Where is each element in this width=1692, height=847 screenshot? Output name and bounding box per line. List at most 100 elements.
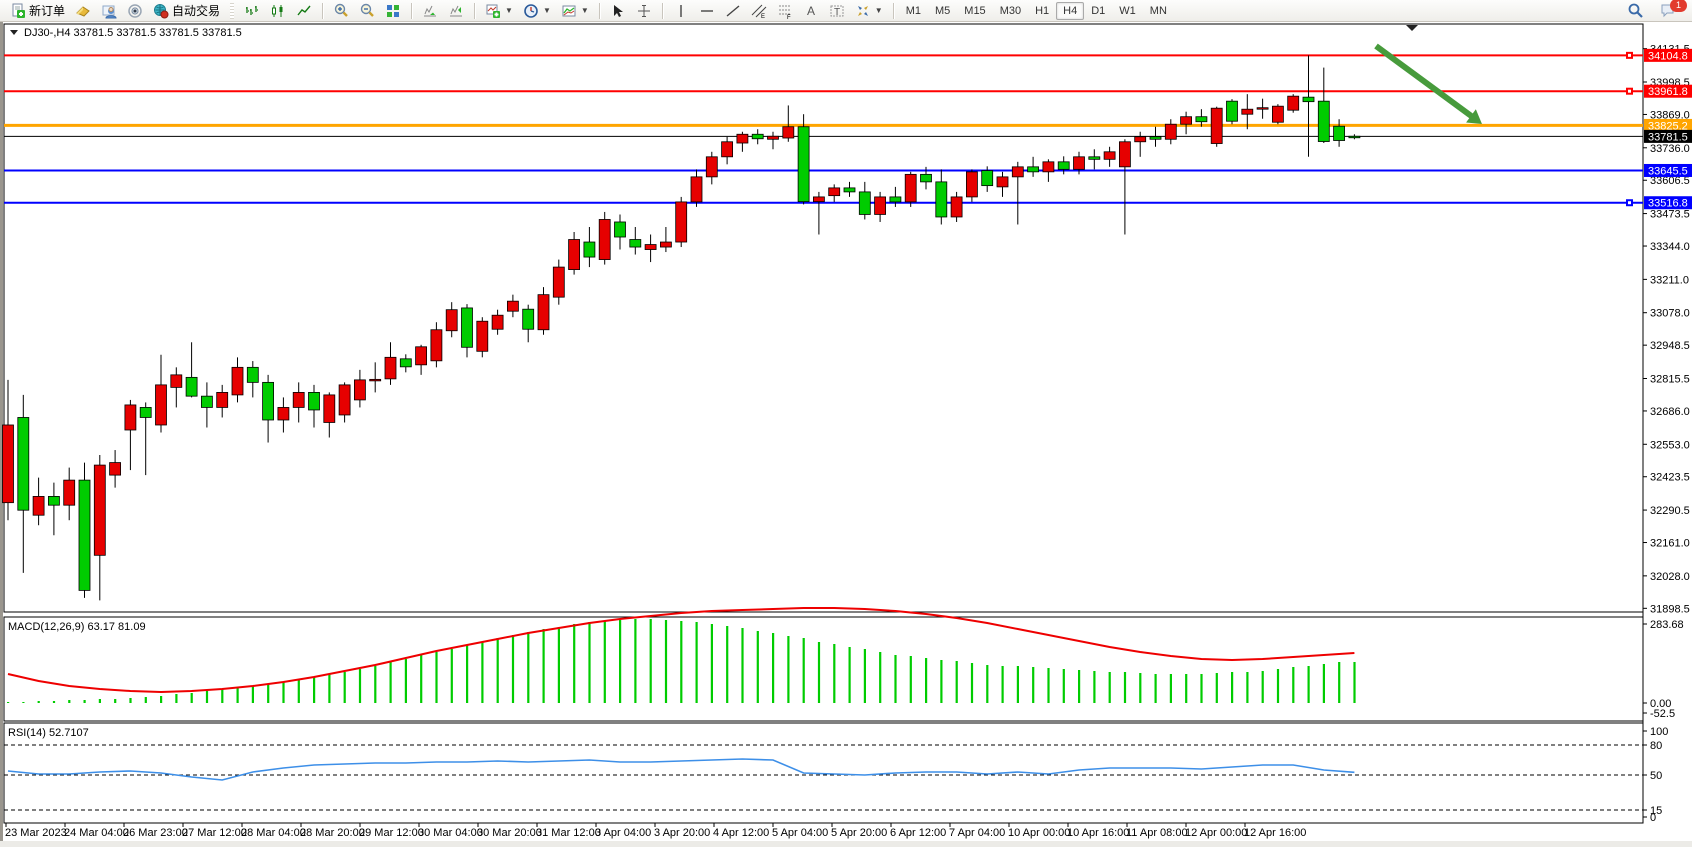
template-chart-icon [561,3,577,19]
macd-bar [175,694,178,703]
rsi-label: RSI(14) 52.7107 [8,727,89,739]
signal-button[interactable] [122,2,148,20]
text-tool[interactable]: A [798,2,824,20]
timeframe-button-m5[interactable]: M5 [935,4,951,17]
trendline-tool[interactable] [720,2,746,20]
new-order-icon [10,3,26,19]
macd-label: MACD(12,26,9) 63.17 81.09 [8,621,146,633]
date-label: 27 Mar 12:00 [182,827,247,839]
macd-bar [1353,662,1356,703]
text-label-tool[interactable]: T [824,2,850,20]
date-label: 11 Apr 08:00 [1126,827,1188,839]
auto-trading-button[interactable]: 自动交易 [148,2,225,20]
candle [1210,107,1223,144]
horizontal-line-tool[interactable] [694,2,720,20]
zoom-out-button[interactable] [354,2,380,20]
date-label: 5 Apr 20:00 [831,827,887,839]
price-badge-label: 33825.2 [1648,120,1688,132]
macd-panel [3,616,1644,722]
macd-bar [1261,671,1264,703]
macd-bar [144,697,147,703]
macd-bar [573,624,576,703]
periods-button[interactable]: ▼ [518,2,556,20]
macd-bar [496,638,499,703]
chart-shift-icon [448,3,464,19]
macd-bar [190,693,193,703]
timeframe-button-m1[interactable]: M1 [905,4,921,17]
candle [308,392,320,411]
symbol-info-label: DJ30-,H4 33781.5 33781.5 33781.5 33781.5 [24,27,242,39]
line-chart-button[interactable] [291,2,317,20]
fibonacci-tool[interactable]: F [772,2,798,20]
price-tick-label: 33211.0 [1650,274,1689,286]
candle [445,309,458,332]
channel-tool[interactable]: E [746,2,772,20]
tile-windows-button[interactable] [380,2,406,20]
new-chart-caret: ▼ [505,6,513,15]
price-line-marker-center [1628,53,1631,57]
cursor-button[interactable] [605,2,631,20]
macd-bar [726,626,729,703]
macd-bar [833,644,836,703]
macd-bar [1123,672,1127,703]
candle [415,346,428,366]
vertical-line-tool[interactable] [668,2,694,20]
macd-bar [282,682,285,703]
auto-scroll-button[interactable] [417,2,443,20]
macd-bar [511,635,515,703]
window-left-edge [0,22,3,847]
price-tick-label: 32686.0 [1650,406,1690,418]
profiles-button[interactable] [96,2,122,20]
price-badge-label: 33961.8 [1648,86,1688,98]
auto-scroll-icon [422,3,438,19]
timeframe-button-w1[interactable]: W1 [1119,4,1136,17]
candle [491,314,504,330]
chart-shift-marker[interactable] [1406,25,1418,31]
candlestick-chart-button[interactable] [265,2,291,20]
symbol-collapse-arrow[interactable] [10,30,18,35]
candle [231,366,244,396]
templates-button[interactable]: ▼ [556,2,594,20]
candle [660,241,672,248]
bar-chart-button[interactable] [239,2,265,20]
macd-bar [1246,672,1249,703]
macd-bar [466,645,469,703]
timeframe-button-h1[interactable]: H1 [1035,4,1050,17]
notifications-button[interactable]: 1 [1655,0,1687,20]
candle [721,141,733,158]
bottom-strip [0,841,1692,847]
macd-bar [481,642,484,703]
new-chart-button[interactable]: ▼ [480,2,518,20]
arrows-tool[interactable]: ▼ [850,2,888,20]
trend-arrow[interactable] [1374,43,1476,121]
timeframe-button-h4[interactable]: H4 [1056,1,1085,20]
macd-bar [787,636,790,703]
candle [920,173,932,183]
new-order-button[interactable]: 新订单 [5,2,70,20]
macd-bar [358,669,362,703]
macd-bar [22,702,25,703]
candle [1073,156,1085,170]
macd-bar [1154,674,1157,703]
timeframe-button-mn[interactable]: MN [1149,4,1167,17]
zoom-in-button[interactable] [328,2,354,20]
timeframe-button-d1[interactable]: D1 [1091,4,1106,17]
macd-bar [52,701,56,703]
macd-bar [894,655,897,703]
macd-bar [267,684,270,703]
timeframe-button-m30[interactable]: M30 [999,4,1022,17]
candle [1302,96,1315,103]
chart-shift-button[interactable] [443,2,469,20]
timeframe-button-m15[interactable]: M15 [964,4,986,17]
candle [109,462,121,476]
macd-bar [986,665,989,703]
rsi-axis-label: 0 [1650,812,1656,824]
crosshair-button[interactable] [631,2,657,20]
quotes-button[interactable] [70,2,96,20]
date-label: 30 Mar 20:00 [477,827,542,839]
search-button[interactable] [1622,2,1649,20]
date-label: 3 Apr 04:00 [595,827,651,839]
horizontal-line-icon [699,3,715,19]
zoom-in-icon [333,3,349,19]
